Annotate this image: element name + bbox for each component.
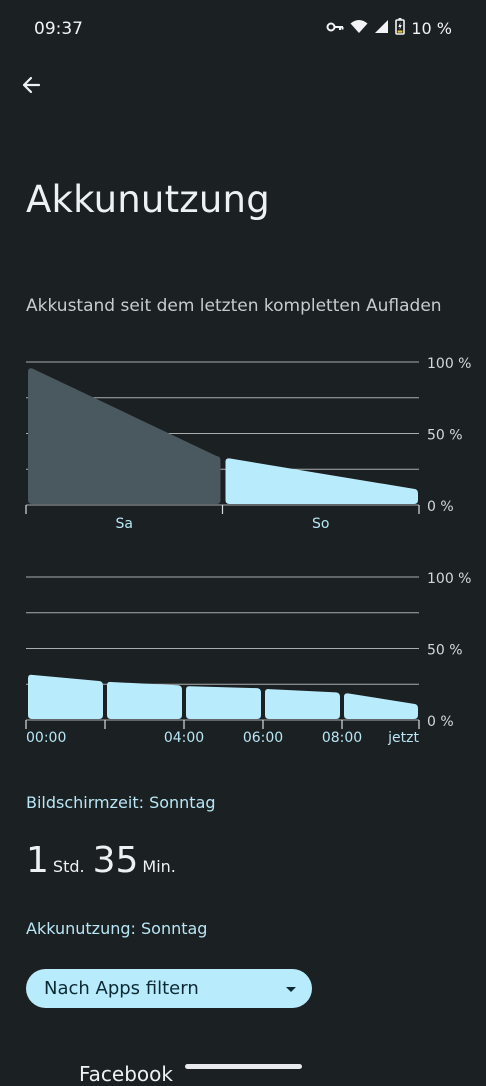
screen-time-label: Bildschirmzeit: Sonntag [26, 793, 216, 812]
battery-segment [186, 686, 261, 719]
battery-percent: 10 % [411, 19, 452, 38]
arrow-left-icon [21, 76, 41, 98]
filter-apps-label: Nach Apps filtern [44, 978, 199, 999]
wifi-icon [350, 19, 368, 38]
x-tick-label: 06:00 [243, 730, 283, 746]
x-tick-label: 04:00 [164, 730, 204, 746]
y-tick-label: 0 % [427, 499, 454, 515]
cell-signal-icon [374, 19, 389, 38]
screen-time-minutes-unit: Min. [142, 857, 176, 876]
battery-segment [28, 674, 103, 719]
vpn-key-icon [326, 19, 344, 38]
page-title: Akkunutzung [26, 178, 270, 221]
x-category-label: So [312, 516, 329, 532]
screen-time-hours-unit: Std. [52, 857, 85, 876]
screen-time-hours: 1 [26, 840, 49, 881]
battery-area-past [28, 368, 221, 504]
screen-time-minutes: 35 [92, 840, 139, 881]
battery-segment [265, 689, 340, 719]
battery-charging-icon [395, 18, 406, 39]
battery-day-chart: 100 % 50 % 0 % 00:00 04:00 06:00 08:00 jetzt [25, 571, 471, 746]
x-tick-label: 08:00 [322, 730, 362, 746]
battery-usage-label: Akkunutzung: Sonntag [26, 919, 208, 938]
back-button[interactable] [14, 70, 48, 104]
y-tick-label: 0 % [427, 714, 454, 730]
y-tick-label: 100 % [427, 571, 471, 587]
status-time: 09:37 [34, 19, 83, 39]
screen-time-value: 1 Std. 35 Min. [26, 840, 184, 881]
status-icons: 10 % [326, 18, 452, 39]
x-tick-label: jetzt [387, 730, 419, 746]
battery-level-subtitle: Akkustand seit dem letzten kompletten Au… [26, 296, 442, 316]
app-list-item-facebook[interactable]: Facebook [79, 1062, 173, 1086]
y-tick-label: 50 % [427, 428, 463, 444]
battery-level-chart: 100 % 50 % 0 % Sa So [25, 356, 471, 532]
x-tick-label: 00:00 [26, 730, 66, 746]
y-tick-label: 50 % [427, 643, 463, 659]
status-bar: 09:37 10 % [0, 0, 486, 58]
dropdown-arrow-icon [284, 978, 298, 999]
battery-segment [344, 693, 418, 719]
x-category-label: Sa [116, 516, 133, 532]
y-tick-label: 100 % [427, 356, 471, 372]
battery-segment [107, 681, 182, 719]
gesture-nav-bar[interactable] [185, 1064, 302, 1069]
filter-apps-dropdown[interactable]: Nach Apps filtern [26, 969, 312, 1008]
battery-area-highlighted [225, 458, 418, 504]
